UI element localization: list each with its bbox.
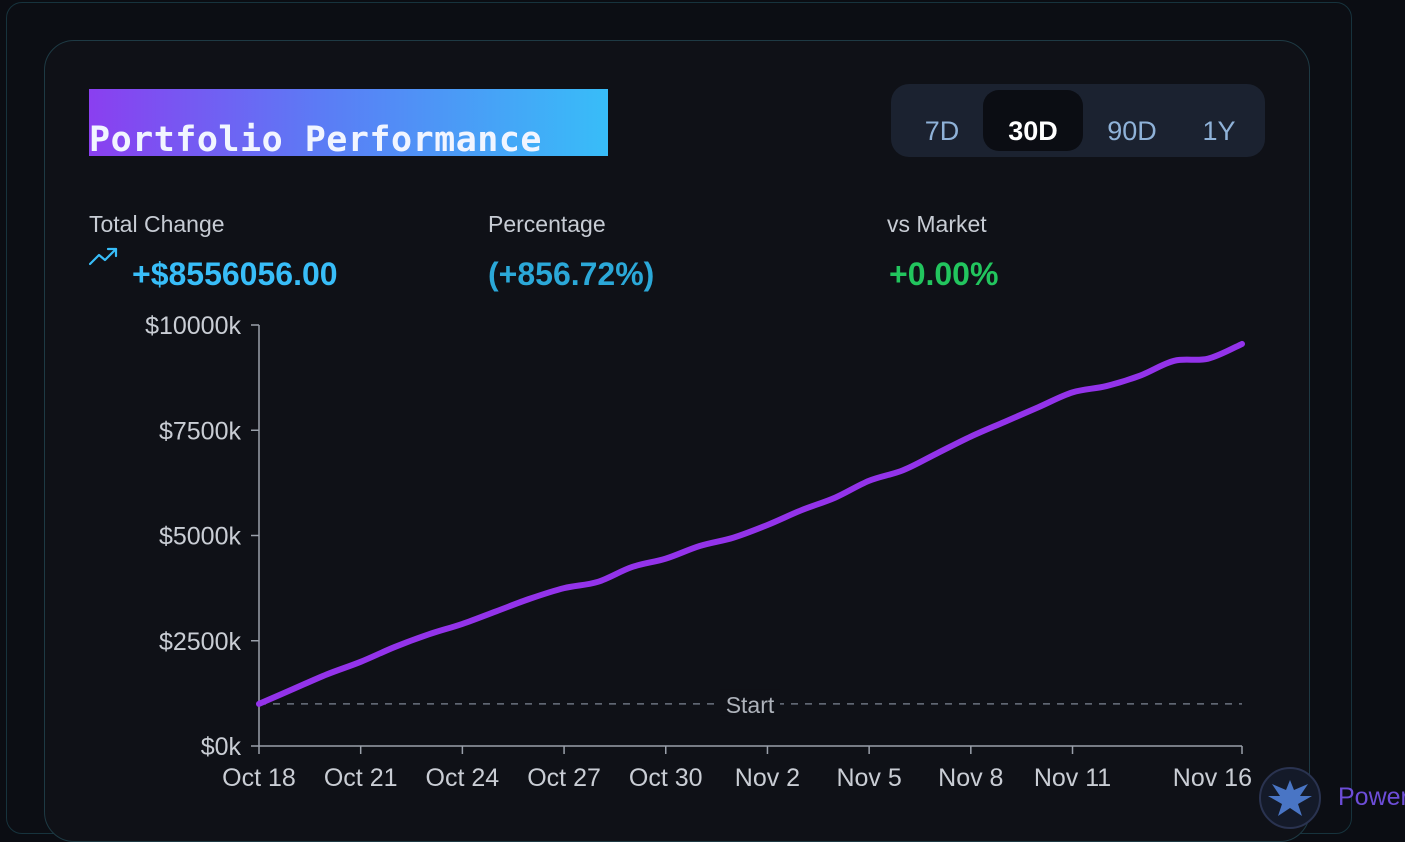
- start-label-bg: [720, 689, 780, 716]
- x-tick-label: Oct 21: [324, 764, 398, 792]
- range-selector: 7D 30D 90D 1Y: [891, 84, 1265, 157]
- percentage-label: Percentage: [488, 211, 606, 237]
- vs-market-label: vs Market: [887, 211, 987, 237]
- x-tick-label: Oct 24: [426, 764, 500, 792]
- trending-up-icon: [89, 247, 118, 266]
- x-tick-label: Nov 8: [938, 764, 1003, 792]
- eagle-logo-icon: [1259, 767, 1321, 829]
- x-tick-label: Nov 2: [735, 764, 800, 792]
- percentage-value: (+856.72%): [488, 256, 655, 292]
- range-90d-button[interactable]: 90D: [1107, 116, 1157, 146]
- x-tick-label: Oct 30: [629, 764, 703, 792]
- portfolio-value-line: [256, 340, 1245, 707]
- total-change-value: +$8556056.00: [132, 256, 338, 292]
- y-tick-label: $2500k: [159, 628, 242, 656]
- y-tick-label: $5000k: [159, 523, 242, 551]
- range-30d-button[interactable]: 30D: [983, 90, 1083, 151]
- range-7d-button[interactable]: 7D: [924, 116, 960, 146]
- x-tick-label: Nov 5: [836, 764, 901, 792]
- portfolio-card: [44, 40, 1310, 842]
- y-tick-label: $7500k: [159, 417, 242, 445]
- start-reference-label: Start: [726, 692, 775, 718]
- y-tick-label: $0k: [201, 733, 242, 761]
- total-change-label: Total Change: [89, 211, 225, 237]
- y-tick-label: $10000k: [145, 312, 241, 340]
- x-tick-label: Nov 16: [1173, 764, 1252, 792]
- x-tick-label: Oct 18: [222, 764, 296, 792]
- range-1y-button[interactable]: 1Y: [1202, 116, 1236, 146]
- title-block: Portfolio Performance: [89, 89, 608, 160]
- x-tick-label: Nov 11: [1034, 764, 1111, 792]
- performance-chart: $0k $2500k $5000k $7500k $10000k Oct 18 Oct 21…: [145, 312, 1252, 792]
- page-title: Portfolio Performance: [89, 120, 543, 160]
- powered-by-text: Power: [1338, 783, 1405, 811]
- vs-market-value: +0.00%: [889, 256, 999, 292]
- x-tick-label: Oct 27: [527, 764, 601, 792]
